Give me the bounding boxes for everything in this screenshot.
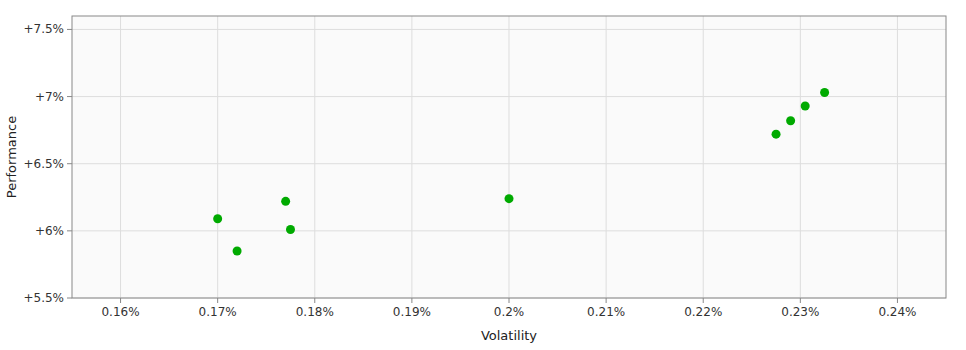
x-tick — [897, 298, 898, 303]
x-tick-label: 0.23% — [781, 305, 819, 319]
plot-frame — [72, 16, 946, 298]
y-grid-line — [72, 163, 946, 164]
point — [281, 197, 290, 206]
y-grid-line — [72, 96, 946, 97]
point — [505, 194, 514, 203]
y-tick — [67, 298, 72, 299]
y-tick — [67, 96, 72, 97]
x-tick — [411, 298, 412, 303]
x-tick-label: 0.18% — [296, 305, 334, 319]
x-tick — [800, 298, 801, 303]
x-tick — [217, 298, 218, 303]
x-tick-label: 0.21% — [587, 305, 625, 319]
x-tick — [606, 298, 607, 303]
points — [213, 88, 829, 255]
y-tick — [67, 163, 72, 164]
x-tick-label: 0.24% — [878, 305, 916, 319]
point — [786, 116, 795, 125]
x-tick — [120, 298, 121, 303]
x-grid-line — [606, 16, 607, 298]
x-grid-line — [120, 16, 121, 298]
x-axis-label: Volatility — [481, 328, 537, 343]
y-tick-label: +5.5% — [23, 291, 64, 305]
x-grid-line — [411, 16, 412, 298]
x-grid-line — [703, 16, 704, 298]
y-tick — [67, 29, 72, 30]
y-grid-line — [72, 29, 946, 30]
y-tick-label: +7.5% — [23, 22, 64, 36]
x-tick — [509, 298, 510, 303]
x-tick — [314, 298, 315, 303]
x-tick-label: 0.16% — [101, 305, 139, 319]
x-tick-label: 0.17% — [199, 305, 237, 319]
point — [772, 130, 781, 139]
point — [233, 247, 242, 256]
x-grid-line — [509, 16, 510, 298]
plot-background — [72, 16, 946, 298]
point — [801, 101, 810, 110]
x-tick-label: 0.19% — [393, 305, 431, 319]
grid — [72, 16, 946, 298]
point — [820, 88, 829, 97]
y-axis-label: Performance — [4, 116, 19, 198]
y-grid-line — [72, 230, 946, 231]
chart: 0.16% 0.17% 0.18% 0.19% 0.2% 0.21% 0.22% 0.23% 0… — [0, 0, 966, 350]
y-tick-label: +6% — [35, 224, 64, 238]
x-grid-line — [897, 16, 898, 298]
y-tick-label: +6.5% — [23, 157, 64, 171]
x-tick — [703, 298, 704, 303]
x-grid-line — [314, 16, 315, 298]
y-tick-label: +7% — [35, 90, 64, 104]
y-tick — [67, 230, 72, 231]
x-grid-line — [800, 16, 801, 298]
x-grid-line — [217, 16, 218, 298]
x-tick-label: 0.22% — [684, 305, 722, 319]
point — [286, 225, 295, 234]
point — [213, 214, 222, 223]
x-tick-label: 0.2% — [494, 305, 525, 319]
tick-labels: 0.16% 0.17% 0.18% 0.19% 0.2% 0.21% 0.22% 0.23% 0… — [23, 22, 916, 319]
